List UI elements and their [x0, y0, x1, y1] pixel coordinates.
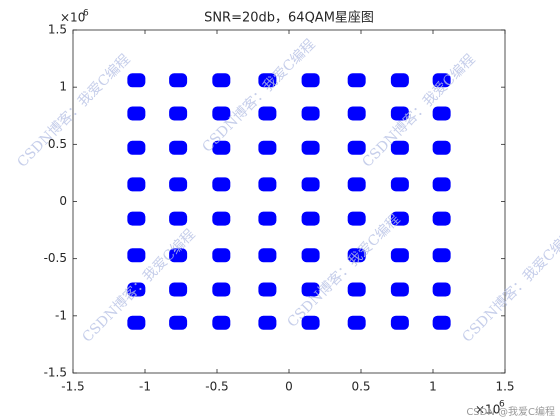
constellation-point	[212, 248, 231, 263]
chart-title: SNR=20db，64QAM星座图	[204, 11, 374, 26]
x-tick-label: -1	[139, 380, 151, 394]
constellation-point	[212, 282, 231, 297]
y-tick-label: -1	[55, 308, 67, 322]
constellation-point	[258, 248, 277, 263]
x-tick-label: 1	[429, 380, 437, 394]
constellation-point	[127, 282, 146, 297]
constellation-point	[390, 106, 409, 121]
constellation-point	[212, 315, 231, 330]
constellation-point	[301, 177, 320, 192]
constellation-point	[258, 315, 277, 330]
credit: CSDN @我爱C编程	[466, 405, 555, 418]
constellation-point	[347, 177, 366, 192]
x-tick-label: -0.5	[205, 380, 228, 394]
y-exponent-power: 6	[83, 9, 89, 19]
constellation-point	[212, 211, 231, 226]
constellation-point	[212, 73, 231, 88]
x-exponent-base: ×10	[475, 403, 500, 417]
constellation-point	[432, 315, 451, 330]
constellation-point	[212, 177, 231, 192]
constellation-point	[127, 73, 146, 88]
constellation-point	[432, 282, 451, 297]
constellation-point	[301, 248, 320, 263]
constellation-point	[127, 248, 146, 263]
constellation-point	[432, 106, 451, 121]
constellation-point	[301, 315, 320, 330]
x-tick-label: 0.5	[351, 380, 370, 394]
constellation-point	[390, 140, 409, 155]
constellation-point	[127, 177, 146, 192]
y-exponent-base: ×10	[60, 11, 85, 25]
x-tick-label: 1.5	[495, 380, 514, 394]
y-tick-label: 0	[59, 194, 67, 208]
constellation-point	[127, 211, 146, 226]
plot-area	[72, 29, 506, 374]
constellation-point	[390, 177, 409, 192]
constellation-point	[390, 73, 409, 88]
constellation-point	[347, 315, 366, 330]
constellation-point	[127, 140, 146, 155]
constellation-point	[258, 177, 277, 192]
constellation-point	[258, 211, 277, 226]
constellation-point	[432, 73, 451, 88]
constellation-point	[169, 73, 188, 88]
constellation-point	[258, 140, 277, 155]
constellation-point	[258, 73, 277, 88]
constellation-point	[169, 140, 188, 155]
constellation-point	[127, 315, 146, 330]
constellation-point	[301, 73, 320, 88]
y-tick-label: -1.5	[44, 366, 67, 380]
constellation-point	[258, 282, 277, 297]
constellation-point	[169, 177, 188, 192]
constellation-point	[390, 248, 409, 263]
y-tick-label: 1	[59, 80, 67, 94]
constellation-point	[127, 106, 146, 121]
constellation-point	[347, 106, 366, 121]
constellation-point	[347, 282, 366, 297]
y-tick-label: 0.5	[48, 137, 67, 151]
x-exponent-power: 6	[499, 400, 505, 410]
x-tick-label: 0	[285, 380, 293, 394]
constellation-point	[347, 211, 366, 226]
constellation-point	[169, 106, 188, 121]
constellation-point	[301, 106, 320, 121]
constellation-point	[347, 248, 366, 263]
y-tick-label: -0.5	[44, 251, 67, 265]
x-tick-label: -1.5	[61, 380, 84, 394]
constellation-point	[432, 248, 451, 263]
constellation-point	[347, 73, 366, 88]
constellation-point	[432, 211, 451, 226]
constellation-point	[390, 211, 409, 226]
constellation-point	[169, 315, 188, 330]
constellation-point	[212, 106, 231, 121]
constellation-point	[258, 106, 277, 121]
constellation-point	[390, 315, 409, 330]
constellation-point	[169, 248, 188, 263]
constellation-point	[212, 140, 231, 155]
constellation-point	[301, 211, 320, 226]
y-tick-label: 1.5	[48, 23, 67, 37]
constellation-point	[169, 282, 188, 297]
constellation-point	[301, 282, 320, 297]
constellation-point	[432, 140, 451, 155]
constellation-point	[347, 140, 366, 155]
marks	[127, 73, 451, 330]
constellation-point	[169, 211, 188, 226]
constellation-point	[390, 282, 409, 297]
constellation-point	[432, 177, 451, 192]
constellation-point	[301, 140, 320, 155]
